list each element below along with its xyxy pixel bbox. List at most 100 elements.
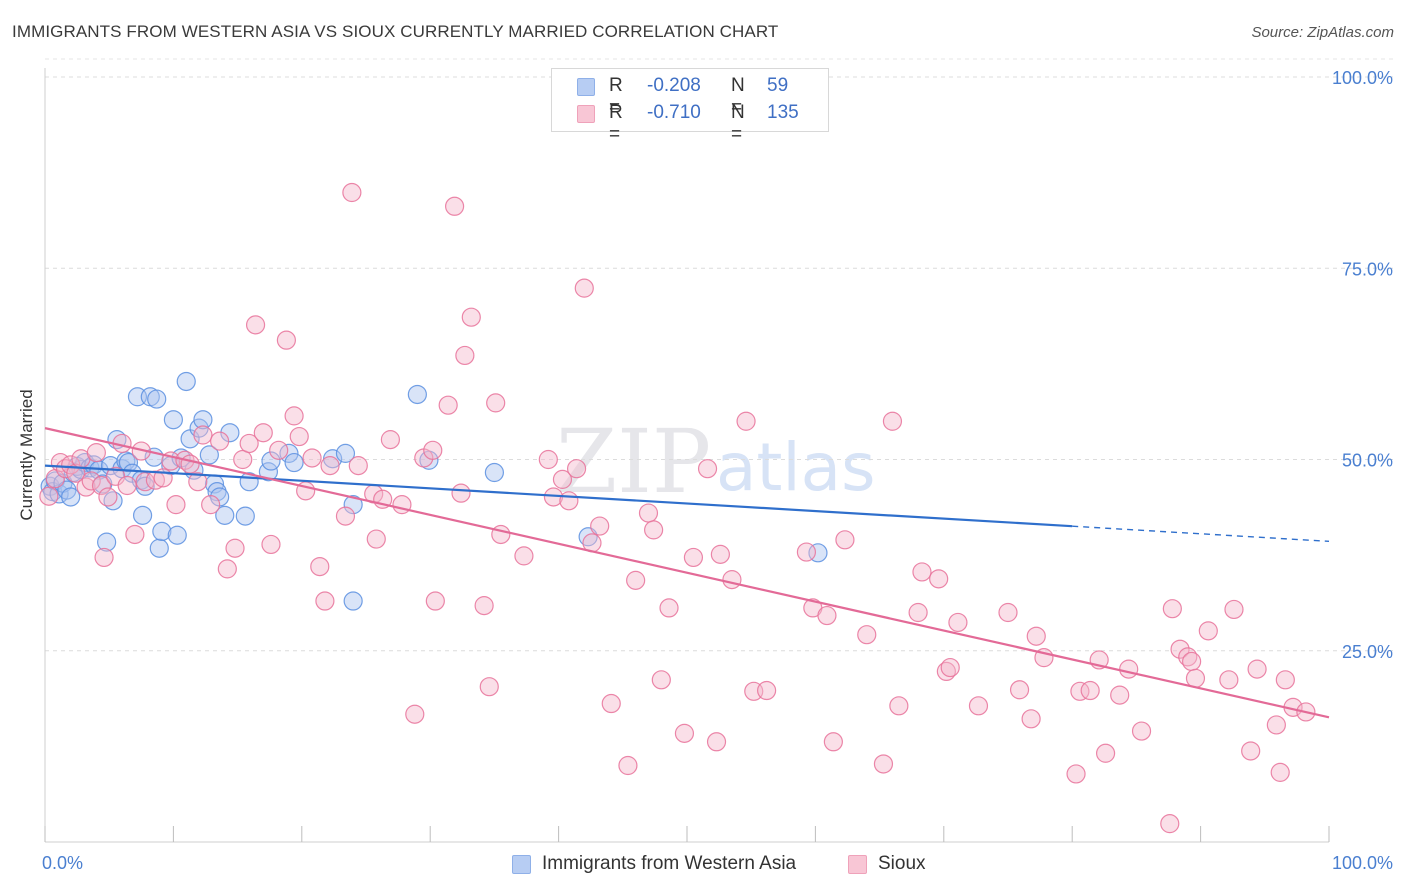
data-point [310,556,330,577]
data-point [269,440,289,460]
data-point [152,521,172,542]
y-tick-label-25: 25.0% [1342,642,1393,662]
data-point [315,591,335,611]
data-point [217,559,237,579]
legend-r-value: -0.710 [647,102,701,123]
data-point [284,406,304,426]
data-point [343,591,363,611]
data-point [86,443,106,463]
data-point [1160,814,1180,834]
data-point [176,371,196,392]
data-point [225,538,245,558]
data-point [405,704,425,724]
data-point [1021,709,1041,729]
data-point [253,423,273,443]
data-point [1224,599,1244,620]
data-point [380,430,400,450]
data-point [882,411,903,431]
data-point [1241,741,1261,761]
data-point [366,529,386,549]
data-point [461,307,481,327]
data-point [94,547,114,568]
data-point [163,410,183,430]
data-point [147,389,167,409]
legend-n-label: N = [731,75,745,118]
data-point [1182,651,1202,672]
data-point [968,696,989,716]
data-point [199,445,219,465]
data-point [873,754,894,774]
data-point [538,449,558,470]
data-point [261,451,281,471]
data-point [235,506,255,526]
data-point [233,449,253,470]
legend-swatch-blue [577,78,595,96]
data-point [644,520,664,540]
legend-n-label: N = [731,102,745,145]
trend-line-western-asia-extension [1072,525,1330,543]
data-point [566,459,587,479]
data-point [193,410,213,430]
y-tick-label-100: 100.0% [1332,68,1393,88]
legend-swatch-pink [577,105,595,123]
data-point [697,459,718,479]
data-point [167,525,187,545]
y-tick-labels: 25.0% 50.0% 75.0% 100.0% [1332,68,1393,662]
data-point [343,495,363,515]
data-point [302,448,322,468]
data-point [438,395,458,415]
data-point [929,569,949,589]
data-point [638,503,659,523]
data-point [659,598,679,618]
data-point [135,472,155,492]
data-point [103,491,123,511]
data-point [706,732,727,752]
data-point [320,456,340,476]
trend-line-western-asia [44,464,1073,528]
data-point [908,602,928,623]
data-point [61,487,81,507]
data-point [936,661,956,682]
data-point [289,426,309,447]
data-point [284,452,304,473]
data-point [1198,621,1218,641]
trend-lines [44,427,1330,719]
data-point [1219,670,1239,690]
data-point [817,605,837,626]
data-point [674,723,695,743]
series-sioux [39,182,1316,834]
data-point [261,534,281,555]
legend-label-sioux: Sioux [878,853,926,874]
data-point [486,393,506,413]
data-point [1009,680,1030,700]
data-point [210,431,230,451]
y-tick-label-50: 50.0% [1342,451,1393,471]
source-label: Source: ZipAtlas.com [1251,24,1394,41]
data-point [1185,668,1206,688]
data-point [626,570,646,590]
legend-n-value: 135 [767,102,799,123]
data-point [1247,659,1267,679]
data-point [757,680,777,701]
data-point [117,475,137,496]
data-point [823,732,843,752]
data-point [245,315,266,335]
data-point [835,530,855,550]
legend-r-label: R = [609,75,623,118]
data-point [514,546,534,566]
data-point [81,471,101,491]
legend-r-value: -0.208 [647,75,701,96]
data-point [407,384,427,405]
correlation-legend: R = -0.208 N = 59 R = -0.710 N = 135 [551,68,829,145]
data-point [335,506,356,526]
data-point [736,411,756,431]
data-point [484,462,504,483]
data-point [1170,639,1190,659]
y-tick-label-75: 75.0% [1342,259,1393,279]
x-tick-label-min: 0.0% [42,853,83,873]
axis-ticks [44,826,1330,842]
data-point [1131,721,1152,741]
data-point [132,505,153,525]
data-point [889,696,909,716]
